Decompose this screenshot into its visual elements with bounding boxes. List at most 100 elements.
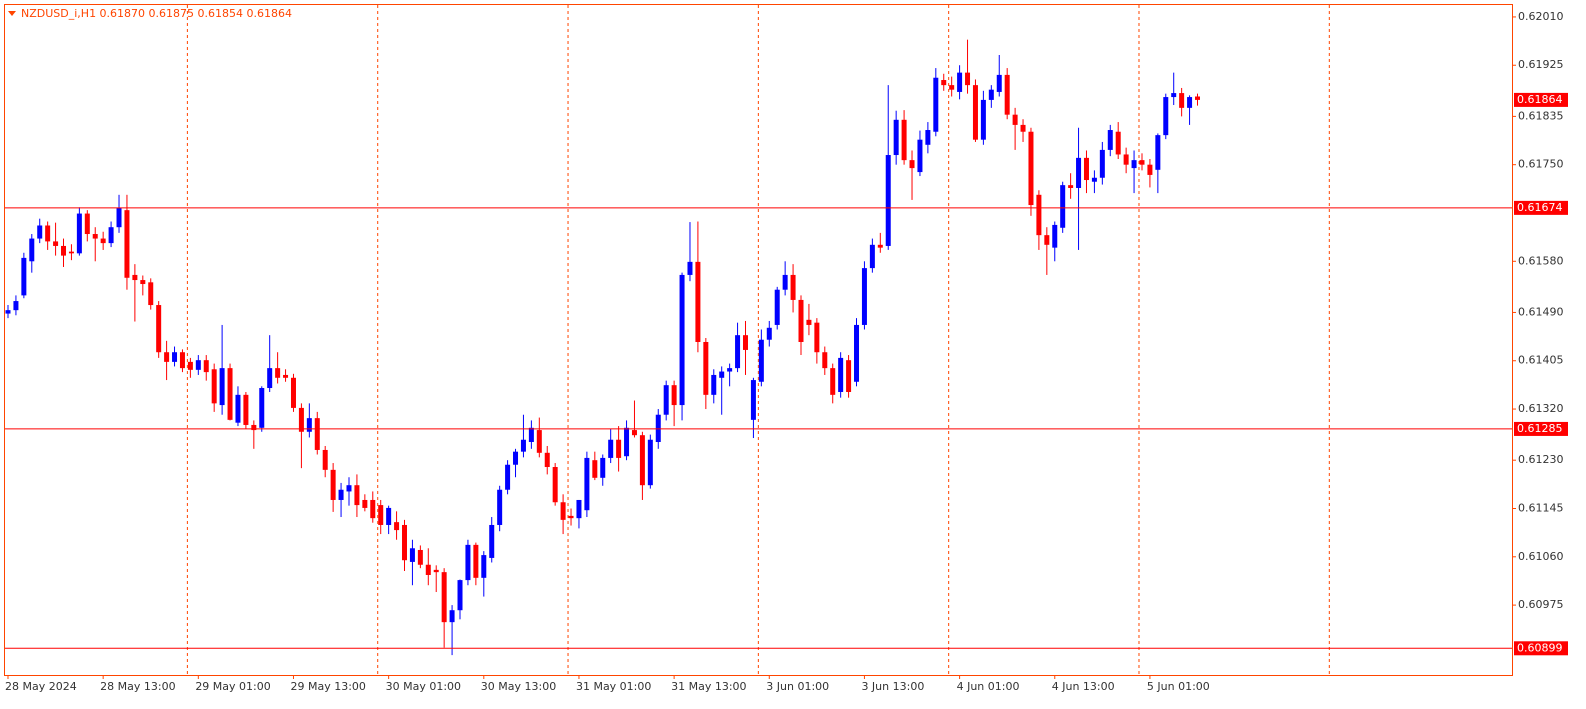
current-price-label: 0.61864 bbox=[1517, 93, 1563, 106]
candle-body bbox=[806, 319, 812, 325]
candle-body bbox=[100, 238, 106, 244]
candle-body bbox=[1179, 93, 1185, 108]
candle-body bbox=[544, 452, 550, 468]
candle-body bbox=[742, 335, 748, 350]
candle-body bbox=[798, 299, 804, 342]
candle-body bbox=[251, 424, 257, 431]
candle-body bbox=[1044, 235, 1050, 245]
candle-body bbox=[1147, 164, 1153, 175]
candle-body bbox=[108, 227, 114, 244]
x-tick-label: 28 May 2024 bbox=[5, 680, 77, 693]
x-tick-label: 31 May 01:00 bbox=[576, 680, 651, 693]
candle-body bbox=[195, 360, 201, 370]
candle-body bbox=[727, 368, 733, 372]
candle-body bbox=[949, 85, 955, 90]
candle-body bbox=[1195, 96, 1200, 100]
candle-body bbox=[330, 469, 336, 500]
candle-body bbox=[21, 257, 27, 296]
candle-body bbox=[227, 368, 233, 420]
candle-body bbox=[917, 139, 923, 173]
candle-body bbox=[140, 280, 146, 285]
y-tick-label: 0.61925 bbox=[1518, 58, 1564, 71]
candle-body bbox=[187, 361, 193, 370]
y-tick-label: 0.62010 bbox=[1518, 10, 1564, 23]
candle-body bbox=[179, 352, 185, 369]
level-label: 0.60899 bbox=[1517, 641, 1563, 654]
candle-body bbox=[417, 549, 423, 565]
candle-body bbox=[29, 238, 35, 262]
candle-body bbox=[497, 489, 503, 525]
candle-body bbox=[901, 119, 907, 161]
candle-body bbox=[679, 274, 685, 406]
candle-body bbox=[592, 460, 598, 478]
y-tick-label: 0.60975 bbox=[1518, 598, 1564, 611]
candle-body bbox=[298, 407, 304, 432]
candle-body bbox=[275, 368, 281, 378]
current-price-box bbox=[1514, 92, 1568, 107]
candle-body bbox=[156, 305, 162, 353]
candle-body bbox=[988, 89, 994, 100]
candle-body bbox=[5, 310, 11, 314]
candle-body bbox=[362, 499, 368, 508]
candle-body bbox=[425, 564, 431, 575]
candle-body bbox=[885, 155, 891, 246]
candle-body bbox=[116, 207, 122, 228]
x-tick-label: 29 May 13:00 bbox=[290, 680, 365, 693]
candle-body bbox=[528, 427, 534, 443]
candle-body bbox=[148, 282, 154, 306]
candle-body bbox=[1187, 97, 1193, 108]
candle-body bbox=[980, 99, 986, 140]
candle-body bbox=[1091, 177, 1097, 182]
candle-body bbox=[695, 261, 701, 342]
candle-body bbox=[449, 610, 455, 623]
candle-body bbox=[489, 524, 495, 558]
candle-body bbox=[576, 499, 582, 519]
candle-body bbox=[346, 485, 352, 492]
candle-body bbox=[782, 274, 788, 290]
candle-body bbox=[909, 160, 915, 169]
candle-body bbox=[655, 414, 661, 443]
candle-body bbox=[616, 439, 622, 458]
candle-body bbox=[941, 80, 947, 86]
candle-body bbox=[235, 394, 241, 423]
candle-body bbox=[164, 352, 170, 362]
candle-body bbox=[830, 368, 836, 395]
candle-body bbox=[354, 485, 360, 506]
level-box bbox=[1514, 421, 1568, 436]
candle-body bbox=[314, 418, 320, 450]
x-tick-label: 30 May 13:00 bbox=[481, 680, 556, 693]
candle-body bbox=[378, 505, 384, 525]
candle-body bbox=[814, 322, 820, 353]
candle-body bbox=[893, 119, 899, 156]
candle-body bbox=[132, 274, 138, 281]
candle-body bbox=[1107, 130, 1113, 150]
candle-body bbox=[1068, 185, 1074, 188]
candle-body bbox=[505, 464, 511, 490]
candle-body bbox=[822, 352, 828, 369]
candle-body bbox=[671, 385, 677, 406]
candle-body bbox=[211, 369, 217, 404]
candle-body bbox=[219, 368, 225, 406]
candle-body bbox=[45, 225, 51, 242]
candle-body bbox=[172, 352, 178, 362]
candle-body bbox=[711, 374, 717, 395]
y-tick-label: 0.61230 bbox=[1518, 453, 1564, 466]
y-tick-label: 0.61060 bbox=[1518, 550, 1564, 563]
x-tick-label: 4 Jun 01:00 bbox=[957, 680, 1020, 693]
candle-body bbox=[465, 544, 471, 581]
y-tick-label: 0.61490 bbox=[1518, 305, 1564, 318]
candle-body bbox=[972, 85, 978, 140]
candle-body bbox=[267, 368, 273, 389]
candle-body bbox=[84, 213, 90, 235]
x-tick-label: 3 Jun 01:00 bbox=[766, 680, 829, 693]
candle-body bbox=[703, 341, 709, 395]
candle-body bbox=[1171, 93, 1177, 98]
candle-body bbox=[306, 418, 312, 432]
candle-body bbox=[639, 435, 645, 486]
candle-body bbox=[1163, 97, 1169, 136]
candle-body bbox=[1012, 114, 1018, 125]
candle-body bbox=[1036, 194, 1042, 236]
candle-body bbox=[766, 327, 772, 340]
x-tick-label: 28 May 13:00 bbox=[100, 680, 175, 693]
